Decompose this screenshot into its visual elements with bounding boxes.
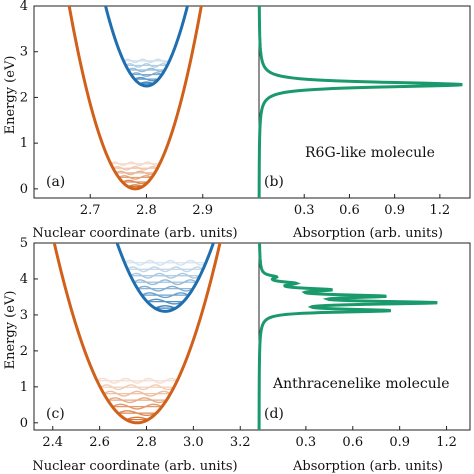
excited-state-potential-curve (103, 6, 190, 88)
x-tick-label: 0.9 (384, 203, 405, 218)
x-tick-label: 2.8 (136, 435, 157, 450)
ylabel-top: Energy (eV) (3, 56, 18, 135)
panel-label-d: (d) (264, 406, 284, 422)
vibrational-level (154, 305, 176, 309)
y-tick-label: 4 (20, 0, 28, 14)
plot-frame-1 (258, 5, 471, 199)
x-tick-label: 2.8 (136, 203, 157, 218)
y-tick-label: 1 (20, 380, 28, 395)
ground-state-potential-curve (52, 243, 222, 425)
vibrational-level (103, 390, 171, 397)
panel-label-c: (c) (46, 406, 65, 422)
x-tick-label: 2.9 (192, 203, 213, 218)
ylabel-bottom: Energy (eV) (3, 291, 18, 370)
x-tick-label: 0.3 (294, 203, 315, 218)
excited-state-potential-curve (115, 243, 215, 313)
x-tick-label: 2.7 (80, 203, 101, 218)
y-tick-label: 0 (20, 182, 28, 197)
xlabel-a: Nuclear coordinate (arb. units) (32, 226, 237, 241)
chart-marks: 2.7 2.8 2.9 0 1 2 3 4 0.3 0.6 0.9 1.2 2.4 2.6 2.8 3.0 3.… (20, 0, 471, 450)
x-tick-label: 3.2 (230, 435, 251, 450)
x-tick-label: 0.6 (342, 435, 363, 450)
vibrational-level (96, 377, 178, 384)
absorption-spectrum-line (257, 242, 438, 430)
x-tick-label: 1.2 (436, 435, 457, 450)
panel-2-content (52, 243, 222, 425)
x-tick-label: 2.6 (89, 435, 110, 450)
annotation-d: Anthracenelike molecule (272, 376, 450, 392)
y-tick-label: 1 (20, 136, 28, 151)
vibrational-level (111, 403, 163, 410)
y-tick-label: 5 (20, 236, 28, 251)
y-tick-label: 2 (20, 90, 28, 105)
y-tick-label: 0 (20, 416, 28, 431)
ground-state-potential-curve (67, 6, 203, 191)
vibrational-level (127, 184, 143, 188)
xlabel-d: Absorption (arb. units) (292, 459, 443, 474)
vibrational-level (118, 175, 153, 180)
vibrational-level (125, 63, 168, 68)
y-tick-label: 2 (20, 344, 28, 359)
vibrational-level (141, 292, 189, 299)
x-tick-label: 0.6 (339, 203, 360, 218)
panel-0-content (67, 6, 203, 191)
vibrational-level (112, 165, 158, 171)
x-tick-label: 1.2 (430, 203, 451, 218)
panel-label-a: (a) (46, 174, 65, 190)
panel-label-b: (b) (264, 174, 284, 190)
annotation-b: R6G-like molecule (305, 145, 435, 161)
x-tick-label: 0.3 (296, 435, 317, 450)
y-tick-label: 4 (20, 272, 28, 287)
vibrational-level (139, 81, 154, 85)
vibrational-level (125, 416, 149, 421)
y-tick-label: 3 (20, 45, 28, 60)
vibrational-level (130, 72, 163, 77)
x-tick-label: 2.4 (42, 435, 63, 450)
xlabel-b: Absorption (arb. units) (292, 226, 443, 241)
x-tick-label: 3.0 (183, 435, 204, 450)
x-tick-label: 0.9 (389, 435, 410, 450)
xlabel-c: Nuclear coordinate (arb. units) (32, 459, 237, 474)
plot-frame-3 (258, 242, 471, 431)
absorption-spectrum-line (257, 6, 463, 198)
vibrational-level (133, 279, 198, 286)
vibrational-level (127, 266, 204, 273)
y-tick-label: 3 (20, 308, 28, 323)
